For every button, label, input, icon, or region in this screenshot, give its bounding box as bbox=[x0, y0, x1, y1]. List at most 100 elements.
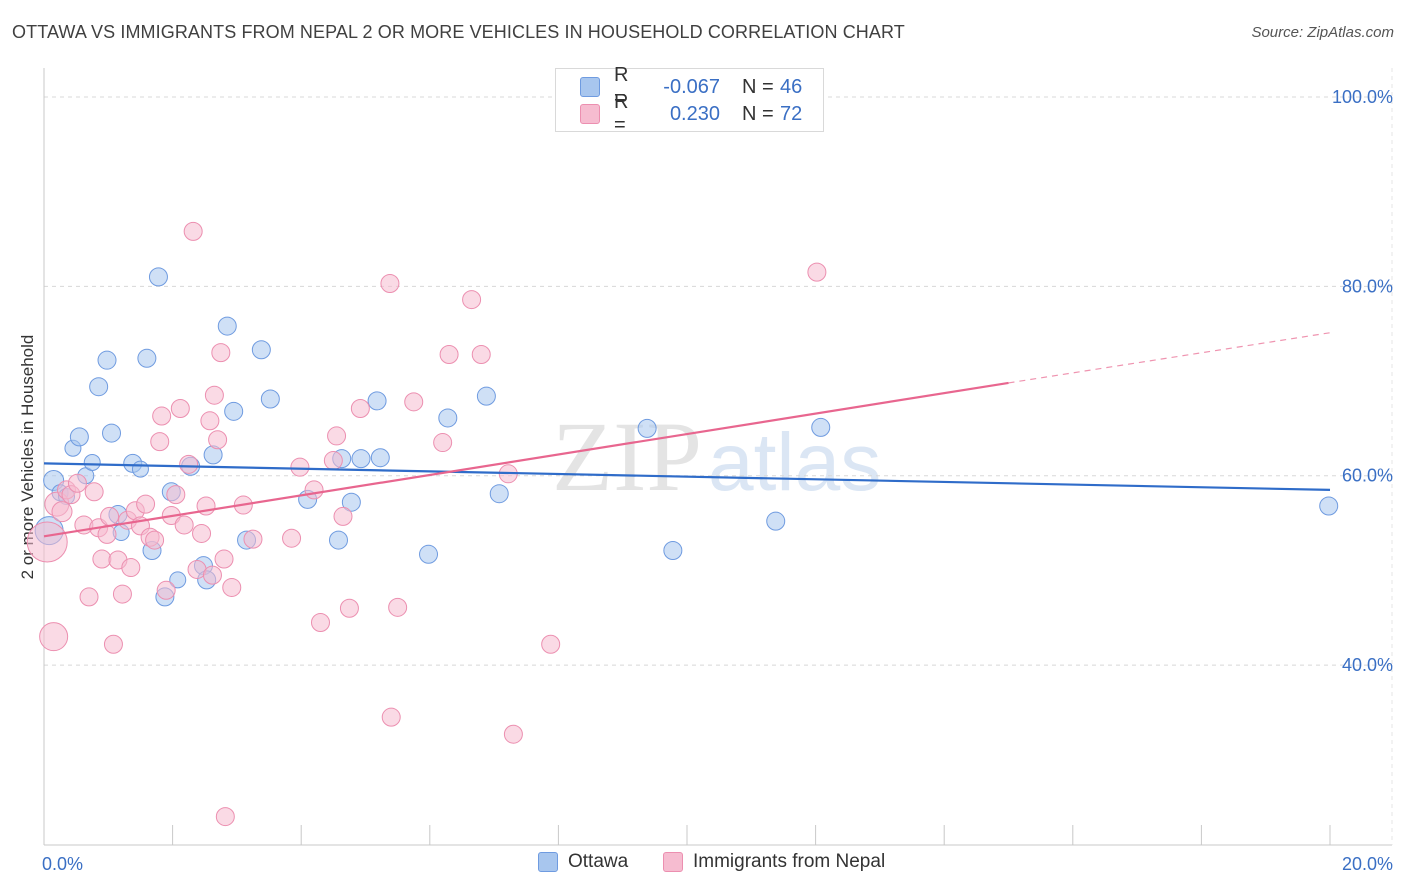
nepal-point bbox=[174, 515, 194, 535]
ottawa-point bbox=[489, 484, 509, 504]
ottawa-point bbox=[251, 340, 271, 360]
ottawa-trend-line bbox=[43, 462, 1331, 492]
ottawa-point bbox=[341, 492, 361, 512]
ottawa-point bbox=[766, 511, 786, 531]
nepal-point bbox=[170, 398, 190, 418]
nepal-legend-swatch bbox=[663, 852, 683, 872]
nepal-point bbox=[323, 451, 343, 471]
nepal-point bbox=[388, 597, 408, 617]
tick-labels: 40.0% 60.0% 80.0% 100.0% 0.0% 20.0% bbox=[42, 87, 1393, 874]
n-label: N = bbox=[742, 75, 774, 98]
nepal-point bbox=[112, 584, 132, 604]
nepal-point bbox=[200, 411, 220, 431]
nepal-point bbox=[333, 506, 353, 526]
stats-legend: R = -0.067 N = 46 R = 0.230 N = 72 bbox=[555, 64, 824, 136]
nepal-point bbox=[222, 577, 242, 597]
ottawa-point bbox=[69, 427, 89, 447]
ottawa-point bbox=[102, 423, 122, 443]
nepal-point bbox=[327, 426, 347, 446]
nepal-point bbox=[84, 482, 104, 502]
nepal-point bbox=[156, 580, 176, 600]
nepal-point bbox=[92, 549, 112, 569]
nepal-point bbox=[339, 598, 359, 618]
nepal-point bbox=[214, 549, 234, 569]
nepal-point bbox=[215, 807, 235, 827]
nepal-point bbox=[145, 530, 165, 550]
nepal-point bbox=[79, 587, 99, 607]
nepal-point bbox=[380, 273, 400, 293]
nepal-point bbox=[39, 622, 69, 652]
y-tick-label: 80.0% bbox=[1342, 276, 1393, 296]
x-tick-label: 20.0% bbox=[1342, 854, 1393, 874]
nepal-point bbox=[807, 262, 827, 282]
nepal-point bbox=[282, 528, 302, 548]
ottawa-point bbox=[328, 530, 348, 550]
nepal-point bbox=[183, 221, 203, 241]
nepal-point bbox=[290, 457, 310, 477]
ottawa-point bbox=[1319, 496, 1339, 516]
r-value: 0.230 bbox=[669, 102, 720, 125]
nepal-point bbox=[503, 724, 523, 744]
nepal-point bbox=[471, 344, 491, 364]
nepal-point bbox=[310, 612, 330, 632]
r-value: -0.067 bbox=[663, 75, 720, 98]
nepal-point bbox=[208, 430, 228, 450]
series-legend: Ottawa Immigrants from Nepal bbox=[0, 851, 1406, 877]
nepal-point bbox=[100, 506, 120, 526]
trend-lines bbox=[43, 332, 1331, 538]
source-credit: Source: ZipAtlas.com bbox=[1251, 24, 1394, 41]
nepal-point bbox=[26, 521, 68, 563]
data-points bbox=[26, 221, 1339, 827]
ottawa-point bbox=[419, 544, 439, 564]
stats-row-nepal: R = 0.230 N = 72 bbox=[580, 91, 803, 136]
nepal-point bbox=[439, 344, 459, 364]
ottawa-point bbox=[97, 350, 117, 370]
ottawa-point bbox=[663, 541, 683, 561]
ottawa-point bbox=[217, 316, 237, 336]
nepal-point bbox=[404, 392, 424, 412]
legend-item-ottawa[interactable]: Ottawa bbox=[538, 851, 628, 873]
nepal-point bbox=[204, 385, 224, 405]
axes bbox=[43, 68, 1393, 846]
nepal-point bbox=[51, 501, 73, 523]
ottawa-point bbox=[83, 453, 101, 471]
nepal-point bbox=[243, 529, 263, 549]
watermark: ZIP atlas bbox=[552, 401, 881, 512]
legend-label-nepal: Immigrants from Nepal bbox=[693, 851, 886, 872]
legend-item-nepal[interactable]: Immigrants from Nepal bbox=[663, 851, 885, 873]
ottawa-point bbox=[367, 391, 387, 411]
nepal-point bbox=[211, 343, 231, 363]
ottawa-swatch bbox=[580, 77, 600, 97]
nepal-point bbox=[166, 485, 186, 505]
ottawa-point bbox=[370, 448, 390, 468]
nepal-point bbox=[136, 494, 156, 514]
nepal-point bbox=[433, 433, 453, 453]
nepal-point bbox=[350, 398, 370, 418]
ottawa-point bbox=[637, 418, 657, 438]
ottawa-point bbox=[438, 408, 458, 428]
n-value: 72 bbox=[780, 102, 803, 125]
nepal-point bbox=[304, 480, 324, 500]
ottawa-point bbox=[131, 460, 149, 478]
nepal-point bbox=[152, 406, 172, 426]
ottawa-point bbox=[476, 386, 496, 406]
n-label: N = bbox=[742, 102, 774, 125]
nepal-point bbox=[381, 707, 401, 727]
r-label: R = bbox=[614, 64, 629, 109]
ottawa-point bbox=[224, 401, 244, 421]
y-tick-label: 100.0% bbox=[1332, 87, 1393, 107]
n-value: 46 bbox=[780, 75, 803, 98]
nepal-point bbox=[541, 634, 561, 654]
legend-label-ottawa: Ottawa bbox=[568, 851, 629, 872]
ottawa-point bbox=[811, 417, 831, 437]
ottawa-point bbox=[351, 449, 371, 469]
y-tick-label: 60.0% bbox=[1342, 466, 1393, 486]
x-tick-label: 0.0% bbox=[42, 854, 83, 874]
nepal-point bbox=[103, 634, 123, 654]
ottawa-point bbox=[89, 377, 109, 397]
chart-title: OTTAWA VS IMMIGRANTS FROM NEPAL 2 OR MOR… bbox=[12, 22, 905, 42]
ottawa-legend-swatch bbox=[538, 852, 558, 872]
nepal-point bbox=[462, 290, 482, 310]
nepal-point bbox=[67, 473, 87, 493]
